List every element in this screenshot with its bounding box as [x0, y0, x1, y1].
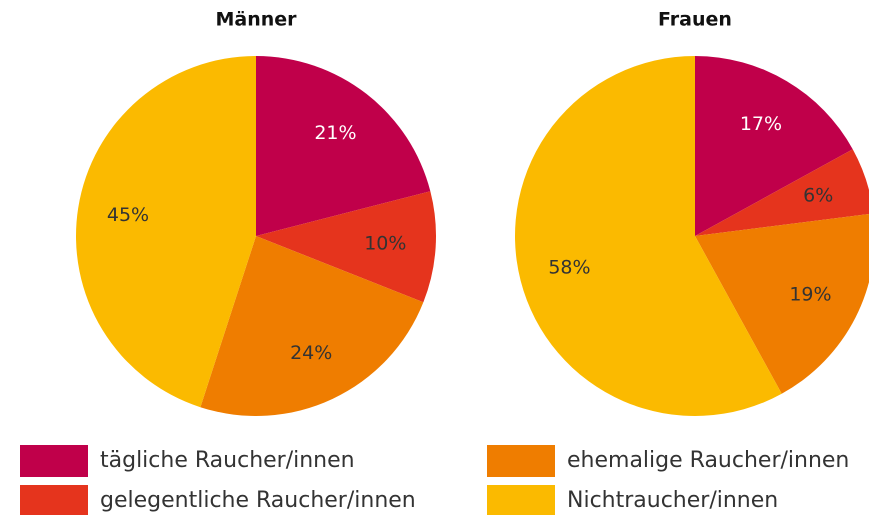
value-label: 6%	[803, 184, 833, 206]
legend-swatch	[20, 485, 88, 515]
legend-swatch	[487, 485, 555, 515]
value-label: 17%	[740, 113, 782, 135]
pie-slice	[200, 236, 424, 416]
pie-slice	[695, 149, 869, 236]
pie-slice	[256, 191, 437, 303]
pie-slice	[515, 56, 782, 417]
legend-label: Nichtraucher/innen	[567, 488, 778, 513]
value-label: 21%	[314, 122, 356, 144]
legend-swatch	[20, 445, 88, 477]
value-label: 58%	[548, 257, 590, 279]
value-label: 24%	[290, 342, 332, 364]
legend-swatch	[487, 445, 555, 477]
pie-slice	[695, 214, 869, 394]
pie-slice	[256, 56, 431, 236]
value-label: 45%	[107, 204, 149, 226]
chart-title: Männer	[215, 9, 297, 31]
chart-title: Frauen	[658, 9, 732, 31]
pie-slice	[695, 56, 853, 236]
value-label: 19%	[789, 283, 831, 305]
legend-label: ehemalige Raucher/innen	[567, 448, 849, 473]
pie-slice	[75, 56, 256, 408]
legend-label: tägliche Raucher/innen	[100, 448, 355, 473]
value-label: 10%	[364, 233, 406, 255]
legend-label: gelegentliche Raucher/innen	[100, 488, 416, 513]
